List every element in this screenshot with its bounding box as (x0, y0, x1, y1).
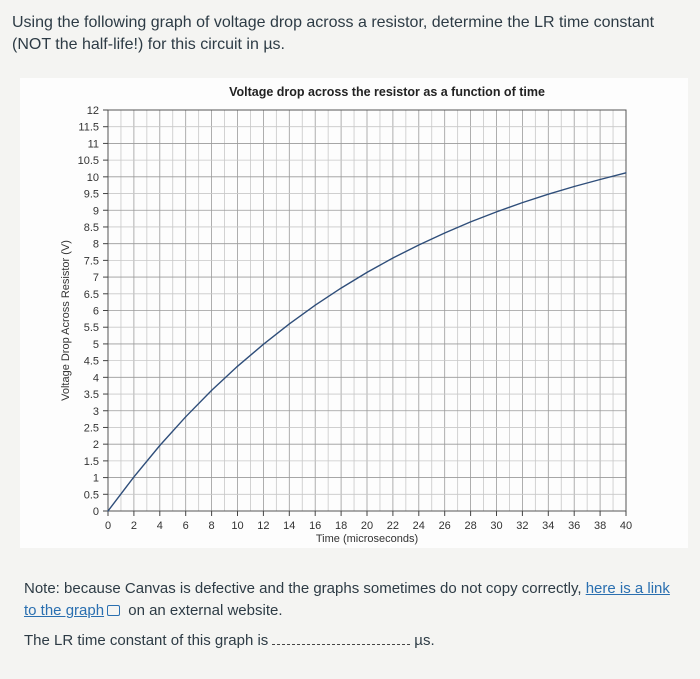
question-text: Using the following graph of voltage dro… (12, 14, 655, 53)
y-tick-label: 6.5 (84, 289, 99, 301)
data-point (340, 287, 342, 289)
external-graph-link[interactable]: here is a link to the graph (24, 580, 670, 619)
y-tick-label: 1 (93, 473, 99, 485)
data-point (107, 510, 109, 512)
x-tick-label: 38 (594, 520, 606, 532)
data-point (547, 193, 549, 195)
y-tick-label: 3.5 (84, 389, 99, 401)
y-tick-label: 0.5 (84, 489, 99, 501)
data-point (573, 185, 575, 188)
data-point (444, 232, 446, 234)
x-tick-label: 10 (231, 520, 243, 532)
x-tick-label: 20 (361, 520, 373, 532)
chart: Voltage drop across the resistor as a fu… (0, 78, 700, 548)
y-tick-label: 9 (93, 205, 99, 217)
data-point (236, 365, 239, 367)
data-point (392, 257, 394, 259)
note-suffix: on an external website. (124, 602, 283, 619)
y-tick-label: 8 (93, 239, 99, 251)
x-tick-label: 34 (542, 520, 554, 532)
x-tick-label: 36 (568, 520, 580, 532)
data-point (521, 201, 524, 204)
y-tick-label: 7 (93, 272, 99, 284)
answer-unit: µs. (414, 632, 435, 649)
y-tick-label: 2 (93, 439, 99, 451)
x-tick-label: 2 (131, 520, 137, 532)
x-tick-label: 30 (490, 520, 502, 532)
y-tick-label: 10.5 (78, 155, 99, 167)
y-tick-label: 4.5 (84, 356, 99, 368)
x-tick-label: 32 (516, 520, 528, 532)
y-tick-label: 12 (87, 105, 99, 117)
data-point (288, 323, 290, 325)
y-tick-label: 4 (93, 372, 99, 384)
x-tick-label: 14 (283, 520, 295, 532)
chart-title: Voltage drop across the resistor as a fu… (229, 85, 545, 99)
y-tick-label: 6 (93, 306, 99, 318)
y-tick-label: 5.5 (84, 322, 99, 334)
y-axis-label: Voltage Drop Across Resistor (V) (60, 240, 72, 401)
y-tick-label: 9.5 (84, 189, 99, 201)
x-tick-label: 0 (105, 520, 111, 532)
x-tick-label: 12 (257, 520, 269, 532)
data-point (211, 389, 213, 391)
x-tick-label: 4 (157, 520, 163, 532)
answer-blank[interactable] (272, 630, 411, 645)
x-tick-label: 18 (335, 520, 347, 532)
data-point (185, 416, 187, 418)
y-tick-label: 11 (88, 138, 99, 150)
note-prefix: Note: because Canvas is defective and th… (24, 580, 586, 597)
chart-svg: Voltage drop across the resistor as a fu… (20, 78, 688, 548)
answer-line: The LR time constant of this graph is µs. (24, 630, 435, 649)
data-point (599, 178, 601, 181)
x-tick-label: 26 (439, 520, 451, 532)
x-tick-label: 40 (620, 520, 632, 532)
data-point (495, 211, 498, 213)
y-tick-label: 0 (93, 506, 99, 518)
y-tick-label: 5 (93, 339, 99, 351)
x-axis-label: Time (microseconds) (316, 533, 418, 545)
y-tick-label: 10 (87, 172, 99, 184)
y-tick-label: 7.5 (84, 255, 99, 267)
data-point (470, 221, 472, 223)
x-tick-label: 6 (183, 520, 189, 532)
y-tick-label: 1.5 (84, 456, 99, 468)
data-point (366, 271, 368, 274)
y-tick-label: 2.5 (84, 422, 99, 434)
data-point (625, 172, 627, 174)
x-tick-label: 28 (464, 520, 476, 532)
note-text: Note: because Canvas is defective and th… (24, 578, 684, 622)
data-point (314, 304, 316, 306)
x-tick-label: 8 (209, 520, 215, 532)
y-tick-label: 3 (93, 406, 99, 418)
data-point (262, 343, 264, 345)
grid-lines (107, 109, 627, 512)
x-tick-label: 24 (413, 520, 425, 532)
data-point (133, 476, 135, 478)
y-tick-label: 11.5 (78, 122, 99, 134)
external-link-icon (107, 605, 121, 616)
data-point (418, 244, 420, 246)
x-tick-label: 22 (387, 520, 399, 532)
x-tick-label: 16 (309, 520, 321, 532)
data-point (159, 444, 161, 447)
y-tick-label: 8.5 (84, 222, 99, 234)
answer-prefix: The LR time constant of this graph is (24, 632, 269, 649)
